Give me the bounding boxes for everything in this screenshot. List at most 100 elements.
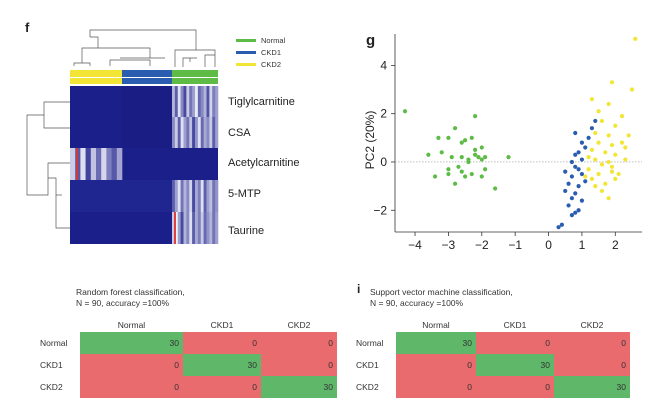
point-normal [469, 135, 474, 140]
matrix-cell: 0 [183, 332, 261, 354]
heatmap-cell [177, 117, 181, 148]
legend-label-normal: Normal [261, 36, 286, 45]
point-normal [426, 152, 431, 157]
heatmap-cell [206, 212, 210, 244]
point-ckd2 [606, 133, 611, 138]
point-normal [436, 135, 441, 140]
heatmap-cell [101, 148, 107, 180]
heatmap-cell [180, 180, 184, 212]
heatmap-cell [122, 86, 172, 148]
point-ckd1 [569, 196, 575, 201]
row-header: CKD1 [356, 360, 379, 370]
heatmap-cell [197, 117, 202, 148]
point-normal [462, 174, 468, 179]
heatmap-cell [215, 212, 219, 244]
point-ckd1 [563, 169, 568, 174]
matrix-cell: 30 [396, 332, 476, 354]
heatmap-cell [203, 212, 207, 244]
heatmap-cell [111, 148, 118, 180]
heatmap-cell [192, 212, 196, 244]
y-tick-label: 0 [380, 155, 387, 169]
point-ckd2 [583, 174, 588, 179]
heatmap-cell [180, 86, 184, 117]
heatmap-cell [203, 86, 207, 117]
row-dendrogram [26, 101, 70, 229]
svm-title-line1: Support vector machine classification, [370, 287, 513, 297]
heatmap-cell [96, 148, 102, 180]
point-ckd2 [589, 97, 595, 102]
point-normal [456, 164, 461, 169]
svm-confusion-matrix: Normal CKD1 CKD2 Normal 30 0 0 CKD1 0 30… [356, 318, 630, 398]
point-normal [446, 135, 451, 140]
heatmap-cell [183, 212, 187, 244]
point-normal [476, 155, 481, 160]
point-ckd1 [559, 222, 564, 227]
matrix-cell: 0 [476, 376, 554, 398]
heatmap-cell [203, 180, 207, 212]
point-ckd1 [593, 118, 598, 124]
point-ckd2 [603, 181, 608, 186]
heatmap-cell [186, 117, 190, 148]
heatmap-cell [70, 148, 76, 180]
point-ckd2 [619, 113, 625, 119]
heatmap-cell [172, 86, 176, 117]
row-label-tiglylcarnitine: Tiglylcarnitine [228, 96, 295, 108]
heatmap-cell [192, 180, 196, 212]
matrix-cell: 0 [80, 376, 183, 398]
heatmap-cell [174, 212, 176, 244]
heatmap-cell [209, 117, 213, 148]
heatmap-cell [192, 86, 196, 117]
heatmap-cell [195, 212, 199, 244]
point-ckd2 [609, 142, 615, 148]
point-normal [479, 174, 484, 179]
column-dendrogram [73, 29, 216, 67]
point-normal [479, 157, 484, 162]
rf-confusion-matrix: Normal CKD1 CKD2 Normal 30 0 0 CKD1 0 30… [40, 318, 337, 398]
heatmap-panel: Normal CKD1 CKD2 Tiglylcarnitine CSA Ace… [26, 29, 300, 244]
heatmap-cell [206, 180, 210, 212]
heatmap-cell [200, 180, 204, 212]
matrix-cell: 0 [396, 376, 476, 398]
matrix-cell: 0 [476, 332, 554, 354]
point-ckd1 [563, 188, 568, 194]
point-ckd1 [566, 203, 571, 208]
point-ckd2 [613, 123, 618, 128]
panel-label-g: g [366, 32, 376, 49]
point-ckd1 [573, 130, 578, 136]
point-ckd2 [623, 157, 628, 162]
row-header: CKD1 [40, 360, 63, 370]
point-ckd2 [603, 150, 608, 155]
point-normal [459, 155, 464, 160]
point-normal [449, 155, 454, 160]
heatmap-cells [70, 86, 219, 244]
point-ckd2 [623, 145, 628, 150]
point-ckd2 [599, 188, 605, 194]
heatmap-cell [189, 180, 193, 212]
point-ckd1 [566, 181, 571, 186]
group-color-bar [70, 70, 218, 84]
heatmap-cell [172, 180, 176, 212]
heatmap-cell [206, 117, 210, 148]
heatmap-cell [212, 212, 216, 244]
heatmap-cell [174, 86, 179, 117]
column-header: CKD1 [210, 320, 234, 330]
point-ckd2 [593, 184, 598, 189]
column-header: Normal [117, 320, 146, 330]
legend-label-ckd1: CKD1 [261, 48, 281, 57]
heatmap-cell [80, 148, 86, 180]
y-axis-label: PC2 (20%) [363, 111, 377, 170]
heatmap-cell [180, 117, 184, 148]
point-ckd2 [586, 167, 591, 172]
y-tick-label: 4 [380, 58, 387, 72]
heatmap-cell [189, 117, 193, 148]
heatmap-cell [206, 86, 210, 117]
matrix-cell: 0 [183, 376, 261, 398]
column-header: CKD1 [503, 320, 527, 330]
row-header: Normal [40, 338, 68, 348]
point-ckd2 [593, 130, 598, 136]
heatmap-row-labels: Tiglylcarnitine CSA Acetylcarnitine 5-MT… [228, 96, 300, 237]
point-normal [483, 155, 488, 160]
matrix-cell: 30 [183, 354, 261, 376]
point-normal [479, 145, 484, 150]
point-ckd1 [569, 174, 575, 179]
